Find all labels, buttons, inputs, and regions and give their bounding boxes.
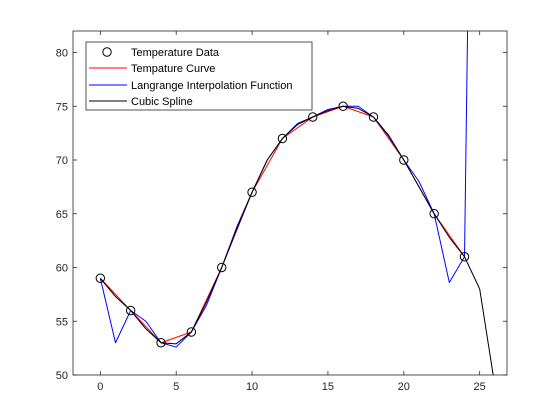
- legend-label-temperature-curve: Tempature Curve: [131, 63, 215, 75]
- x-tick-label: 5: [173, 381, 179, 393]
- legend-box: [85, 41, 313, 111]
- axes-box: [72, 30, 508, 376]
- y-tick-label: 60: [56, 263, 68, 275]
- legend-label-lagrange: Langrange Interpolation Function: [131, 80, 292, 92]
- legend-label-cubic-spline: Cubic Spline: [131, 96, 193, 108]
- temperature-data-point: [186, 327, 197, 337]
- x-tick-label: 20: [398, 381, 410, 393]
- y-tick-label: 55: [56, 316, 68, 328]
- cubic-spline-line: [99, 105, 494, 375]
- x-tick-label: 10: [246, 381, 258, 393]
- x-tick-label: 0: [97, 381, 103, 393]
- x-tick-label: 15: [322, 381, 334, 393]
- y-tick-label: 70: [56, 155, 68, 167]
- temperature-data-point: [95, 273, 106, 283]
- temperature-data-point: [247, 187, 257, 197]
- y-tick-label: 50: [56, 370, 68, 382]
- temperature-data-point: [277, 133, 288, 144]
- temperature-data-point: [429, 209, 439, 219]
- temperature-data-point: [368, 112, 379, 122]
- legend-label-temperature-data: Temperature Data: [131, 47, 220, 59]
- temperature-data-point: [125, 305, 136, 316]
- temperature-data-point: [217, 262, 227, 273]
- x-axis-ticks: 0 5 10 15 20 25: [97, 31, 486, 393]
- temperature-data-point: [459, 252, 470, 262]
- y-tick-label: 65: [56, 209, 68, 221]
- legend-marker-temperature-data: [102, 47, 112, 57]
- temperature-data-point: [399, 155, 409, 165]
- series-layer: [95, 31, 494, 375]
- temperature-data-point: [308, 112, 318, 122]
- y-tick-label: 75: [56, 101, 68, 113]
- temperature-data-point: [338, 101, 348, 111]
- temperature-data-point: [156, 338, 166, 348]
- legend: Temperature Data Tempature Curve Langran…: [85, 41, 313, 111]
- x-tick-label: 25: [474, 381, 486, 393]
- y-tick-label: 80: [56, 48, 68, 60]
